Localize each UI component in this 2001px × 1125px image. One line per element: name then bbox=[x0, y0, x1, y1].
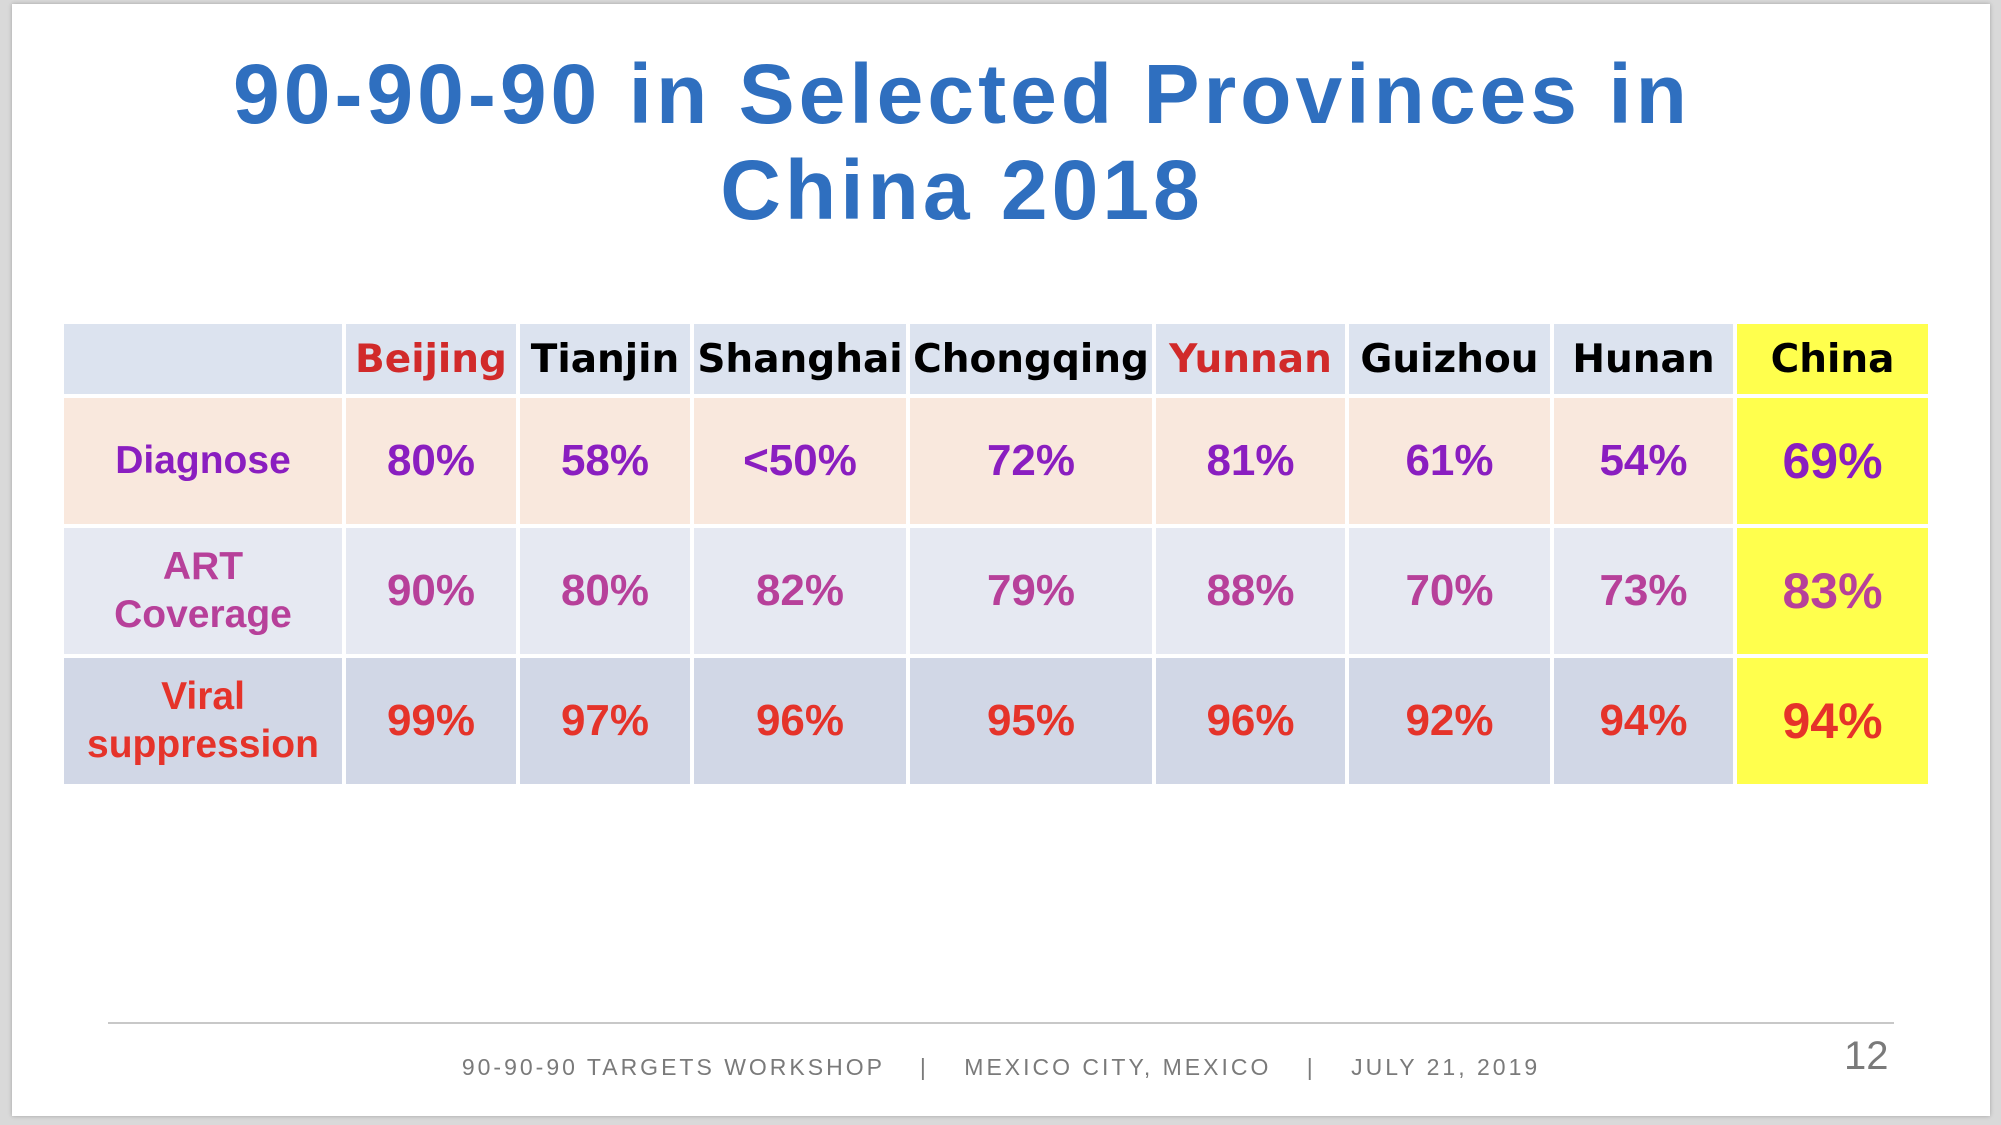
cell-diagnose-guizhou: 61% bbox=[1345, 394, 1554, 528]
header-hunan: Hunan bbox=[1550, 320, 1737, 398]
slide-title-line2: China 2018 bbox=[720, 143, 1204, 237]
table-row-diagnose: Diagnose 80% 58% <50% 72% 81% 61% 54% 69… bbox=[60, 394, 1932, 528]
header-chongqing: Chongqing bbox=[906, 320, 1156, 398]
footer-separator-1: | bbox=[919, 1054, 929, 1080]
slide-title: 90-90-90 in Selected Provinces in China … bbox=[12, 46, 1912, 238]
cell-diagnose-chongqing: 72% bbox=[906, 394, 1156, 528]
cell-art-chongqing: 79% bbox=[906, 524, 1156, 658]
cell-art-china: 83% bbox=[1733, 524, 1932, 658]
cell-art-shanghai: 82% bbox=[690, 524, 910, 658]
table-row-viral-suppression: Viral suppression 99% 97% 96% 95% 96% 92… bbox=[60, 654, 1932, 788]
row-label-art-line2: Coverage bbox=[114, 593, 292, 636]
header-shanghai: Shanghai bbox=[690, 320, 910, 398]
cell-viral-hunan: 94% bbox=[1550, 654, 1737, 788]
cell-diagnose-hunan: 54% bbox=[1550, 394, 1737, 528]
cell-diagnose-tianjin: 58% bbox=[516, 394, 694, 528]
cell-art-beijing: 90% bbox=[342, 524, 520, 658]
cell-viral-tianjin: 97% bbox=[516, 654, 694, 788]
header-tianjin: Tianjin bbox=[516, 320, 694, 398]
row-label-viral-line1: Viral bbox=[161, 675, 245, 718]
cell-diagnose-beijing: 80% bbox=[342, 394, 520, 528]
header-beijing: Beijing bbox=[342, 320, 520, 398]
header-yunnan: Yunnan bbox=[1152, 320, 1349, 398]
footer-separator-2: | bbox=[1306, 1054, 1316, 1080]
cell-viral-shanghai: 96% bbox=[690, 654, 910, 788]
cell-viral-china: 94% bbox=[1733, 654, 1932, 788]
row-label-diagnose: Diagnose bbox=[60, 394, 346, 528]
table-header-row: Beijing Tianjin Shanghai Chongqing Yunna… bbox=[60, 320, 1932, 398]
cell-viral-beijing: 99% bbox=[342, 654, 520, 788]
cell-art-tianjin: 80% bbox=[516, 524, 694, 658]
header-corner bbox=[60, 320, 346, 398]
footer-divider bbox=[108, 1022, 1894, 1024]
page-number: 12 bbox=[1844, 1034, 1889, 1078]
footer-workshop: 90-90-90 TARGETS WORKSHOP bbox=[461, 1054, 885, 1080]
footer-date: JULY 21, 2019 bbox=[1351, 1054, 1541, 1080]
cell-art-hunan: 73% bbox=[1550, 524, 1737, 658]
cell-viral-chongqing: 95% bbox=[906, 654, 1156, 788]
header-china: China bbox=[1733, 320, 1932, 398]
cell-diagnose-shanghai: <50% bbox=[690, 394, 910, 528]
cell-art-guizhou: 70% bbox=[1345, 524, 1554, 658]
header-guizhou: Guizhou bbox=[1345, 320, 1554, 398]
row-label-viral-line2: suppression bbox=[87, 723, 319, 766]
slide: 90-90-90 in Selected Provinces in China … bbox=[12, 4, 1990, 1116]
row-label-viral-suppression: Viral suppression bbox=[60, 654, 346, 788]
cell-viral-yunnan: 96% bbox=[1152, 654, 1349, 788]
province-table: Beijing Tianjin Shanghai Chongqing Yunna… bbox=[60, 320, 1932, 788]
cell-diagnose-yunnan: 81% bbox=[1152, 394, 1349, 528]
cell-viral-guizhou: 92% bbox=[1345, 654, 1554, 788]
cell-diagnose-china: 69% bbox=[1733, 394, 1932, 528]
row-label-art-coverage: ART Coverage bbox=[60, 524, 346, 658]
table-row-art-coverage: ART Coverage 90% 80% 82% 79% 88% 70% 73%… bbox=[60, 524, 1932, 658]
cell-art-yunnan: 88% bbox=[1152, 524, 1349, 658]
row-label-art-line1: ART bbox=[162, 545, 244, 588]
footer-location: MEXICO CITY, MEXICO bbox=[964, 1054, 1272, 1080]
slide-footer: 90-90-90 TARGETS WORKSHOP | MEXICO CITY,… bbox=[12, 1054, 1990, 1081]
slide-title-line1: 90-90-90 in Selected Provinces in bbox=[233, 47, 1691, 141]
